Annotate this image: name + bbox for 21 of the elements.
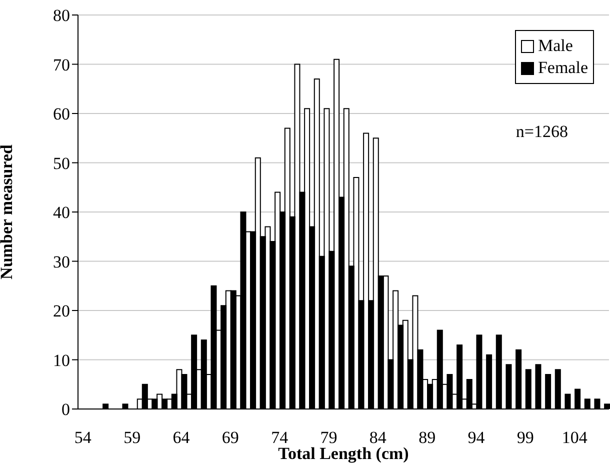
- x-tick-label: 99: [516, 428, 534, 448]
- y-tick-label: 40: [53, 203, 70, 222]
- y-tick-label: 10: [53, 350, 70, 370]
- y-tick-label: 80: [53, 6, 70, 26]
- x-tick-label: 64: [172, 428, 190, 448]
- x-tick-label: 104: [562, 428, 588, 448]
- legend-label: Male: [538, 36, 573, 56]
- y-tick-label: 70: [53, 55, 70, 74]
- x-tick-label: 94: [468, 428, 486, 448]
- legend-label: Female: [538, 58, 588, 78]
- y-tick-label: 20: [53, 302, 70, 321]
- y-tick-label: 0: [62, 400, 70, 420]
- x-tick-label: 89: [418, 428, 436, 448]
- x-tick-label: 59: [124, 428, 141, 448]
- y-tick-label: 50: [53, 154, 70, 173]
- annotation: n=1268: [516, 122, 568, 142]
- x-tick-label: 54: [74, 428, 92, 448]
- x-tick-label: 69: [222, 428, 239, 448]
- y-axis-title: Number measured: [0, 144, 16, 280]
- y-tick-label: 30: [53, 252, 70, 272]
- y-tick-label: 60: [53, 104, 70, 124]
